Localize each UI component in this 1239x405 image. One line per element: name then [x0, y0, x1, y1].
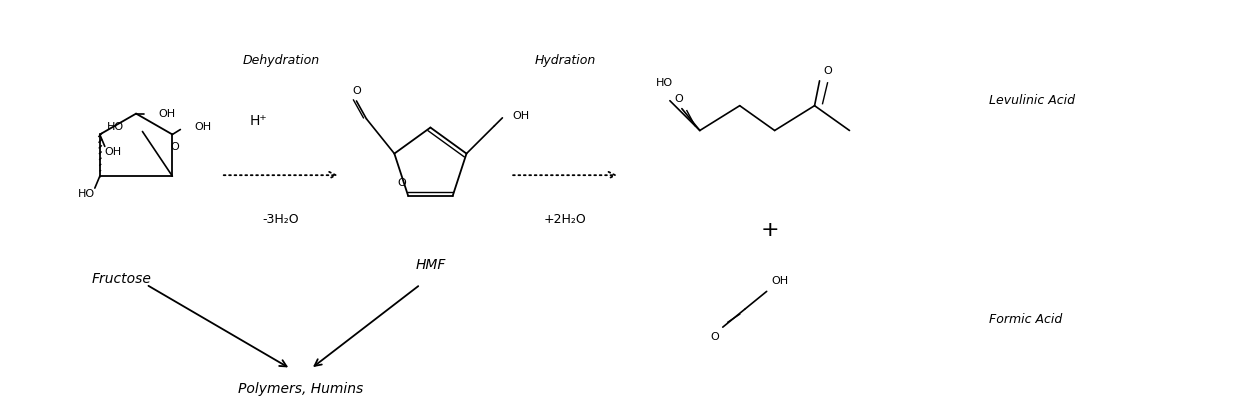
- Text: OH: OH: [105, 147, 121, 158]
- Text: HO: HO: [657, 78, 674, 88]
- Text: Fructose: Fructose: [92, 273, 151, 286]
- Text: Formic Acid: Formic Acid: [989, 313, 1062, 326]
- Text: Hydration: Hydration: [534, 55, 596, 68]
- Text: HO: HO: [108, 122, 124, 132]
- Text: O: O: [170, 143, 178, 152]
- Text: OH: OH: [195, 122, 212, 132]
- Text: OH: OH: [159, 109, 175, 119]
- Text: Polymers, Humins: Polymers, Humins: [238, 382, 363, 396]
- Text: Dehydration: Dehydration: [242, 55, 320, 68]
- Text: +2H₂O: +2H₂O: [544, 213, 586, 226]
- Text: O: O: [710, 332, 719, 342]
- Text: -3H₂O: -3H₂O: [263, 213, 299, 226]
- Text: H⁺: H⁺: [250, 113, 268, 128]
- Text: +: +: [761, 220, 779, 240]
- Text: HO: HO: [78, 189, 95, 199]
- Text: OH: OH: [513, 111, 529, 121]
- Text: O: O: [674, 94, 683, 104]
- Text: OH: OH: [772, 277, 789, 286]
- Text: O: O: [396, 178, 405, 188]
- Text: Levulinic Acid: Levulinic Acid: [989, 94, 1075, 107]
- Text: O: O: [352, 86, 361, 96]
- Text: HMF: HMF: [415, 258, 446, 272]
- Text: O: O: [823, 66, 831, 76]
